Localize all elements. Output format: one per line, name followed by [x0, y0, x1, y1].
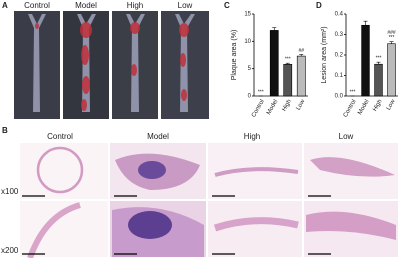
- bar: [387, 43, 396, 97]
- significance-label: ***: [350, 89, 356, 95]
- row-label: x100: [1, 187, 19, 196]
- column-label: High: [127, 1, 143, 10]
- vessel-wall: [214, 167, 299, 177]
- significance-label: ***: [258, 89, 264, 95]
- column-label: Control: [24, 1, 50, 10]
- significance-label: ###: [387, 30, 396, 36]
- plaque-staining: [35, 22, 189, 111]
- y-tick-label: 10: [244, 39, 251, 45]
- significance-label: ***: [389, 35, 395, 41]
- column-label: Low: [339, 132, 354, 141]
- vessel-wall: [27, 202, 81, 258]
- significance-label: ***: [285, 57, 291, 63]
- x-tick-label: Low: [386, 98, 397, 111]
- row-label: x200: [1, 246, 19, 255]
- y-axis-label: Plaque area (%): [231, 30, 238, 81]
- significance-label: ***: [376, 56, 382, 62]
- vessel-wall: [213, 217, 299, 232]
- y-tick-label: 0.1: [335, 73, 344, 79]
- bar: [269, 30, 279, 97]
- panel-label: D: [316, 1, 322, 10]
- bar: [374, 63, 383, 97]
- column-label: Model: [75, 1, 97, 10]
- x-tick-label: Control: [251, 99, 266, 119]
- y-tick-label: 0.2: [335, 53, 344, 59]
- x-tick-label: Model: [357, 99, 370, 116]
- y-tick-label: 0.3: [335, 32, 344, 38]
- y-tick-label: 0.4: [335, 12, 344, 18]
- micrograph: [20, 143, 108, 199]
- column-label: Model: [147, 132, 169, 141]
- panel-label: A: [2, 1, 8, 10]
- y-tick-label: 15: [244, 12, 251, 18]
- x-tick-label: Model: [266, 99, 279, 116]
- scale-bars: [22, 195, 331, 255]
- histology: [20, 143, 398, 258]
- x-tick-label: High: [372, 99, 383, 113]
- x-tick-label: High: [281, 99, 292, 113]
- bar: [283, 63, 293, 97]
- y-tick-label: 0.0: [335, 94, 344, 100]
- aorta-photos: [14, 11, 209, 119]
- bar: [361, 24, 370, 97]
- significance-label: ##: [298, 48, 304, 54]
- plaque: [306, 211, 396, 240]
- y-axis-label: Lesion area (mm²): [321, 26, 328, 83]
- column-label: Control: [47, 132, 73, 141]
- plaque: [310, 157, 395, 177]
- plaque-core: [138, 161, 166, 179]
- column-label: High: [244, 132, 260, 141]
- x-tick-label: Low: [296, 98, 307, 111]
- y-tick-label: 5: [248, 66, 252, 72]
- column-label: Low: [178, 1, 193, 10]
- panel-label: C: [224, 1, 230, 10]
- x-tick-label: Control: [343, 99, 358, 119]
- vessel-wall: [36, 146, 84, 194]
- y-tick-label: 0: [248, 94, 252, 100]
- bar: [296, 55, 306, 97]
- plaque-core: [128, 211, 172, 239]
- panel-label: B: [2, 126, 8, 135]
